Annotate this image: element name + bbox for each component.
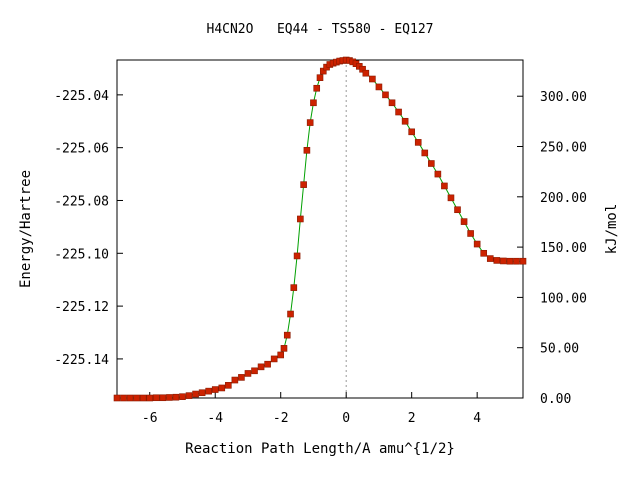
- data-point: [313, 84, 321, 92]
- data-point: [369, 75, 376, 83]
- data-point: [270, 355, 278, 363]
- data-point: [146, 394, 154, 402]
- data-point: [306, 119, 314, 126]
- plot-frame: [116, 59, 524, 399]
- data-point: [454, 206, 461, 214]
- bottom-tick-label: 0: [342, 411, 350, 426]
- data-point: [519, 257, 527, 265]
- data-point: [421, 149, 429, 157]
- right-tick-label: 0.00: [540, 392, 571, 407]
- data-point: [139, 394, 147, 402]
- right-tick-label: 300.00: [540, 90, 587, 105]
- right-tick-label: 150.00: [540, 241, 587, 256]
- data-point: [198, 389, 206, 397]
- data-point: [159, 394, 167, 402]
- left-tick-label: -225.08: [54, 194, 109, 209]
- data-point: [303, 147, 311, 154]
- data-point: [428, 160, 435, 167]
- y2-axis-label: kJ/mol: [604, 204, 620, 255]
- data-point: [211, 386, 219, 393]
- data-point: [434, 170, 442, 178]
- data-point: [493, 257, 501, 264]
- data-point: [179, 393, 186, 400]
- data-point: [388, 99, 396, 107]
- bottom-tick-label: -2: [273, 411, 289, 426]
- chart-title: H4CN2O EQ44 - TS580 - EQ127: [207, 22, 434, 37]
- right-axis-ticks: 0.00 50.00 100.00 150.00 200.00 250.00 300.00: [517, 90, 587, 407]
- data-point: [231, 376, 239, 384]
- left-axis-ticks: -225.04 -225.06 -225.08 -225.10 -225.12 -225.…: [54, 89, 123, 368]
- data-point: [447, 194, 455, 202]
- data-point: [264, 360, 271, 368]
- bottom-tick-label: -4: [207, 411, 223, 426]
- data-point: [293, 252, 301, 260]
- x-axis-label: Reaction Path Length/A amu^{1/2}: [185, 441, 455, 457]
- data-point: [460, 218, 468, 225]
- data-point: [172, 393, 180, 401]
- data-point: [395, 108, 402, 116]
- data-point: [297, 215, 304, 223]
- data-point: [316, 74, 324, 81]
- data-point: [238, 374, 245, 381]
- data-point: [205, 387, 212, 395]
- data-point: [414, 139, 422, 146]
- data-point: [166, 394, 173, 401]
- data-point: [152, 394, 160, 402]
- data-point: [192, 390, 199, 398]
- data-point: [506, 257, 514, 265]
- data-point: [277, 351, 285, 359]
- data-point: [113, 394, 121, 402]
- energy-series-line: [117, 59, 523, 399]
- bottom-tick-label: 2: [408, 411, 416, 426]
- data-point: [244, 370, 252, 377]
- data-point: [500, 257, 507, 265]
- data-point: [225, 382, 232, 389]
- data-point: [251, 367, 258, 375]
- data-point: [441, 182, 448, 190]
- data-point: [486, 255, 494, 262]
- left-tick-label: -225.12: [54, 300, 109, 315]
- energy-series-points: [113, 56, 527, 402]
- data-point: [473, 240, 481, 248]
- data-point: [467, 230, 474, 237]
- y-axis-label: Energy/Hartree: [18, 170, 34, 288]
- data-point: [133, 394, 140, 402]
- data-point: [375, 83, 383, 91]
- data-point: [382, 91, 389, 99]
- data-point: [300, 181, 307, 188]
- data-point: [120, 394, 127, 402]
- data-point: [310, 99, 317, 107]
- bottom-axis-ticks: -6 -4 -2 0 2 4: [142, 392, 481, 426]
- data-point: [287, 310, 294, 318]
- left-tick-label: -225.10: [54, 247, 109, 262]
- data-point: [408, 128, 415, 136]
- right-tick-label: 200.00: [540, 191, 587, 206]
- left-tick-label: -225.04: [54, 89, 109, 104]
- data-point: [362, 69, 370, 77]
- data-point: [126, 394, 134, 402]
- right-tick-label: 100.00: [540, 291, 587, 306]
- left-tick-label: -225.14: [54, 353, 109, 368]
- data-point: [401, 117, 409, 125]
- data-point: [513, 257, 520, 265]
- data-point: [218, 384, 226, 392]
- data-point: [480, 249, 488, 257]
- data-point: [257, 363, 265, 371]
- left-tick-label: -225.06: [54, 142, 109, 157]
- right-tick-label: 50.00: [540, 342, 579, 357]
- data-point: [185, 392, 193, 399]
- data-point: [280, 345, 288, 352]
- data-point: [290, 284, 298, 291]
- bottom-tick-label: 4: [473, 411, 481, 426]
- data-point: [283, 331, 291, 339]
- right-tick-label: 250.00: [540, 141, 587, 156]
- bottom-tick-label: -6: [142, 411, 158, 426]
